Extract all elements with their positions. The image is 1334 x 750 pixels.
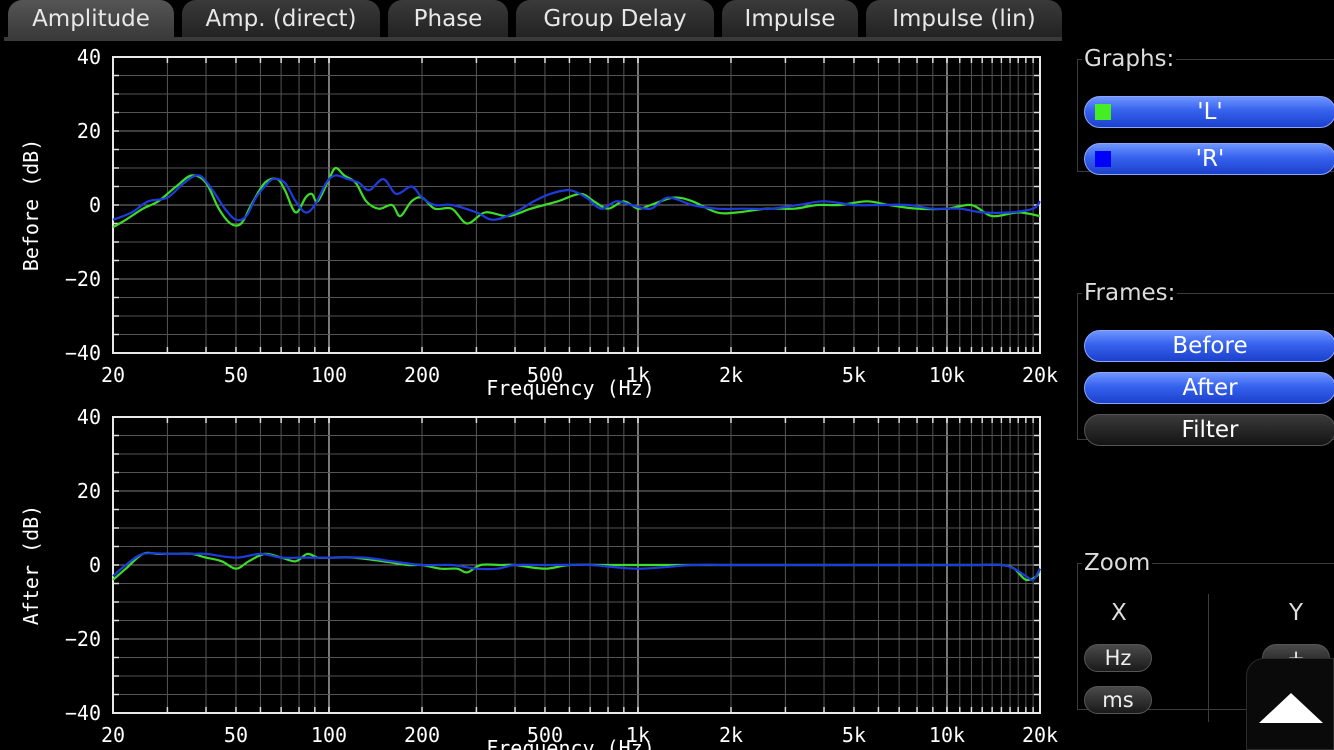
x-tick-label: 5k [842,723,866,747]
zoom-x-label: X [1111,600,1127,626]
tab-impulse[interactable]: Impulse [722,0,858,38]
zoom-x-ms-button[interactable]: ms [1084,686,1152,714]
plot-frame [112,56,1041,354]
x-axis-label: Frequency (Hz) [486,376,655,400]
triangle-up-icon [1259,693,1323,723]
x-tick-label: 1k [626,363,650,387]
y-tick-label: 0 [89,193,101,217]
tab-bar: Amplitude Amp. (direct) Phase Group Dela… [0,0,1064,42]
y-tick-label: −40 [65,341,101,365]
y-tick-label: −20 [65,267,101,291]
y-tick-label: −20 [65,627,101,651]
tab-amplitude[interactable]: Amplitude [8,0,174,38]
zoom-y-label: Y [1289,600,1304,626]
x-tick-label: 20 [101,723,125,747]
x-tick-label: 20k [1022,363,1058,387]
zoom-x-hz-button[interactable]: Hz [1084,644,1152,672]
collapse-panel-button[interactable] [1246,658,1334,750]
x-tick-label: 2k [719,363,743,387]
frames-group: Frames: Before After Filter [1077,280,1334,446]
y-axis-label: Before (dB) [19,139,43,271]
frame-toggle-filter[interactable]: Filter [1084,414,1334,446]
graphs-group: Graphs: 'L' 'R' [1077,46,1334,175]
x-tick-label: 10k [929,723,965,747]
series-line-r [112,174,1041,222]
series-line-l [112,166,1041,229]
y-tick-label: 20 [77,479,101,503]
tab-phase[interactable]: Phase [388,0,508,38]
y-tick-label: 20 [77,119,101,143]
x-tick-label: 100 [311,723,347,747]
x-tick-label: 50 [224,723,248,747]
frame-toggle-before[interactable]: Before [1084,330,1334,362]
graph-r-swatch [1095,151,1111,167]
x-tick-label: 100 [311,363,347,387]
x-tick-label: 10k [929,363,965,387]
x-tick-label: 200 [404,363,440,387]
graph-toggle-l[interactable]: 'L' [1084,96,1334,128]
x-tick-label: 500 [527,723,563,747]
graph-l-swatch [1095,104,1111,120]
plot-frame [112,416,1041,714]
y-tick-label: 0 [89,553,101,577]
tab-impulse-lin[interactable]: Impulse (lin) [866,0,1062,38]
graphs-title: Graphs: [1084,46,1175,72]
x-tick-label: 1k [626,723,650,747]
tab-group-delay[interactable]: Group Delay [516,0,714,38]
x-tick-label: 20 [101,363,125,387]
x-tick-label: 50 [224,363,248,387]
sidebar: Graphs: 'L' 'R' Frames: Before After Fil… [1066,0,1334,750]
zoom-divider [1208,594,1209,722]
x-tick-label: 200 [404,723,440,747]
graph-l-label: 'L' [1197,99,1223,125]
y-tick-label: 40 [77,405,101,429]
series-line-l [112,551,1042,582]
graph-r-label: 'R' [1195,146,1225,172]
tab-amp-direct[interactable]: Amp. (direct) [182,0,380,38]
x-axis-label: Frequency (Hz) [486,736,655,750]
graph-toggle-r[interactable]: 'R' [1084,143,1334,175]
x-tick-label: 20k [1022,723,1058,747]
x-tick-label: 500 [527,363,563,387]
frames-title: Frames: [1084,280,1176,306]
y-axis-label: After (dB) [19,505,43,625]
zoom-title: Zoom [1084,550,1151,576]
series-line-r [112,552,1041,582]
y-tick-label: 40 [77,45,101,69]
frame-toggle-after[interactable]: After [1084,372,1334,404]
x-tick-label: 2k [719,723,743,747]
y-tick-label: −40 [65,701,101,725]
x-tick-label: 5k [842,363,866,387]
